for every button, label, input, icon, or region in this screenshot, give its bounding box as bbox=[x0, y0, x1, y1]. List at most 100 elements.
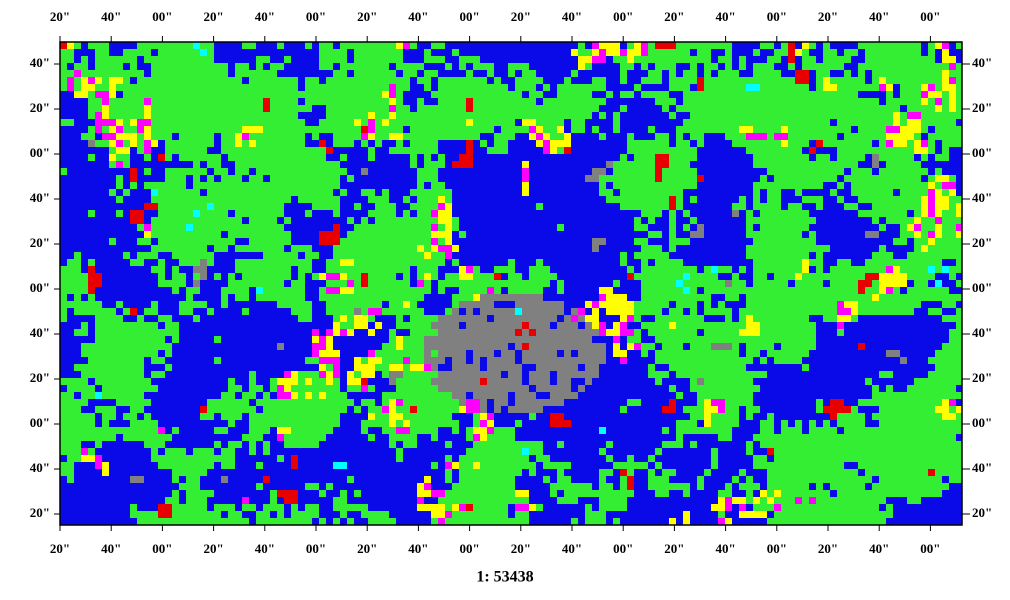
land-cover-cell bbox=[606, 175, 613, 182]
land-cover-cell bbox=[613, 105, 620, 112]
land-cover-cell bbox=[137, 203, 144, 210]
land-cover-cell bbox=[459, 217, 466, 224]
land-cover-cell bbox=[284, 308, 291, 315]
land-cover-cell bbox=[354, 70, 361, 77]
land-cover-cell bbox=[508, 287, 515, 294]
land-cover-cell bbox=[60, 273, 67, 280]
land-cover-cell bbox=[942, 287, 949, 294]
land-cover-cell bbox=[494, 168, 501, 175]
land-cover-cell bbox=[620, 154, 627, 161]
land-cover-cell bbox=[221, 266, 228, 273]
land-cover-cell bbox=[809, 238, 816, 245]
land-cover-cell bbox=[291, 140, 298, 147]
land-cover-cell bbox=[557, 203, 564, 210]
land-cover-cell bbox=[242, 119, 249, 126]
land-cover-cell bbox=[88, 154, 95, 161]
land-cover-cell bbox=[305, 84, 312, 91]
land-cover-cell bbox=[564, 196, 571, 203]
land-cover-cell bbox=[256, 112, 263, 119]
land-cover-cell bbox=[340, 70, 347, 77]
land-cover-cell bbox=[557, 84, 564, 91]
land-cover-cell bbox=[200, 168, 207, 175]
land-cover-cell bbox=[200, 140, 207, 147]
land-cover-cell bbox=[627, 42, 634, 49]
land-cover-cell bbox=[102, 308, 109, 315]
land-cover-cell bbox=[242, 273, 249, 280]
land-cover-cell bbox=[802, 42, 809, 49]
land-cover-cell bbox=[410, 91, 417, 98]
land-cover-cell bbox=[179, 280, 186, 287]
land-cover-cell bbox=[347, 280, 354, 287]
land-cover-cell bbox=[102, 182, 109, 189]
land-cover-cell bbox=[788, 210, 795, 217]
land-cover-cell bbox=[914, 42, 921, 49]
land-cover-cell bbox=[333, 252, 340, 259]
land-cover-cell bbox=[389, 133, 396, 140]
land-cover-cell bbox=[851, 245, 858, 252]
land-cover-cell bbox=[165, 175, 172, 182]
land-cover-cell bbox=[354, 140, 361, 147]
land-cover-cell bbox=[172, 238, 179, 245]
land-cover-cell bbox=[921, 112, 928, 119]
land-cover-cell bbox=[270, 161, 277, 168]
land-cover-cell bbox=[788, 196, 795, 203]
land-cover-cell bbox=[102, 287, 109, 294]
land-cover-cell bbox=[739, 266, 746, 273]
land-cover-cell bbox=[172, 154, 179, 161]
land-cover-cell bbox=[431, 259, 438, 266]
land-cover-cell bbox=[837, 175, 844, 182]
land-cover-cell bbox=[732, 119, 739, 126]
land-cover-cell bbox=[242, 168, 249, 175]
land-cover-cell bbox=[200, 105, 207, 112]
land-cover-cell bbox=[480, 168, 487, 175]
land-cover-cell bbox=[123, 49, 130, 56]
land-cover-cell bbox=[536, 273, 543, 280]
land-cover-cell bbox=[823, 133, 830, 140]
land-cover-cell bbox=[739, 287, 746, 294]
land-cover-cell bbox=[921, 161, 928, 168]
land-cover-cell bbox=[585, 133, 592, 140]
land-cover-cell bbox=[186, 70, 193, 77]
land-cover-cell bbox=[767, 84, 774, 91]
land-cover-cell bbox=[578, 259, 585, 266]
land-cover-cell bbox=[158, 91, 165, 98]
land-cover-cell bbox=[340, 210, 347, 217]
land-cover-cell bbox=[74, 287, 81, 294]
land-cover-cell bbox=[158, 224, 165, 231]
land-cover-cell bbox=[844, 168, 851, 175]
land-cover-cell bbox=[921, 245, 928, 252]
land-cover-cell bbox=[683, 294, 690, 301]
land-cover-cell bbox=[522, 266, 529, 273]
land-cover-cell bbox=[522, 287, 529, 294]
land-cover-cell bbox=[788, 119, 795, 126]
land-cover-cell bbox=[263, 168, 270, 175]
land-cover-cell bbox=[732, 217, 739, 224]
land-cover-cell bbox=[837, 63, 844, 70]
land-cover-cell bbox=[592, 175, 599, 182]
land-cover-cell bbox=[592, 294, 599, 301]
land-cover-cell bbox=[242, 294, 249, 301]
land-cover-cell bbox=[942, 70, 949, 77]
land-cover-cell bbox=[886, 301, 893, 308]
land-cover-cell bbox=[690, 126, 697, 133]
land-cover-cell bbox=[424, 287, 431, 294]
land-cover-cell bbox=[571, 238, 578, 245]
land-cover-cell bbox=[473, 189, 480, 196]
land-cover-cell bbox=[648, 252, 655, 259]
land-cover-cell bbox=[760, 217, 767, 224]
land-cover-cell bbox=[151, 98, 158, 105]
land-cover-cell bbox=[438, 266, 445, 273]
land-cover-cell bbox=[396, 224, 403, 231]
land-cover-cell bbox=[837, 252, 844, 259]
land-cover-cell bbox=[599, 133, 606, 140]
land-cover-cell bbox=[564, 273, 571, 280]
land-cover-cell bbox=[88, 203, 95, 210]
land-cover-cell bbox=[893, 273, 900, 280]
land-cover-cell bbox=[648, 119, 655, 126]
land-cover-cell bbox=[620, 70, 627, 77]
land-cover-cell bbox=[781, 63, 788, 70]
land-cover-cell bbox=[417, 56, 424, 63]
land-cover-cell bbox=[473, 42, 480, 49]
land-cover-cell bbox=[144, 238, 151, 245]
land-cover-cell bbox=[662, 189, 669, 196]
